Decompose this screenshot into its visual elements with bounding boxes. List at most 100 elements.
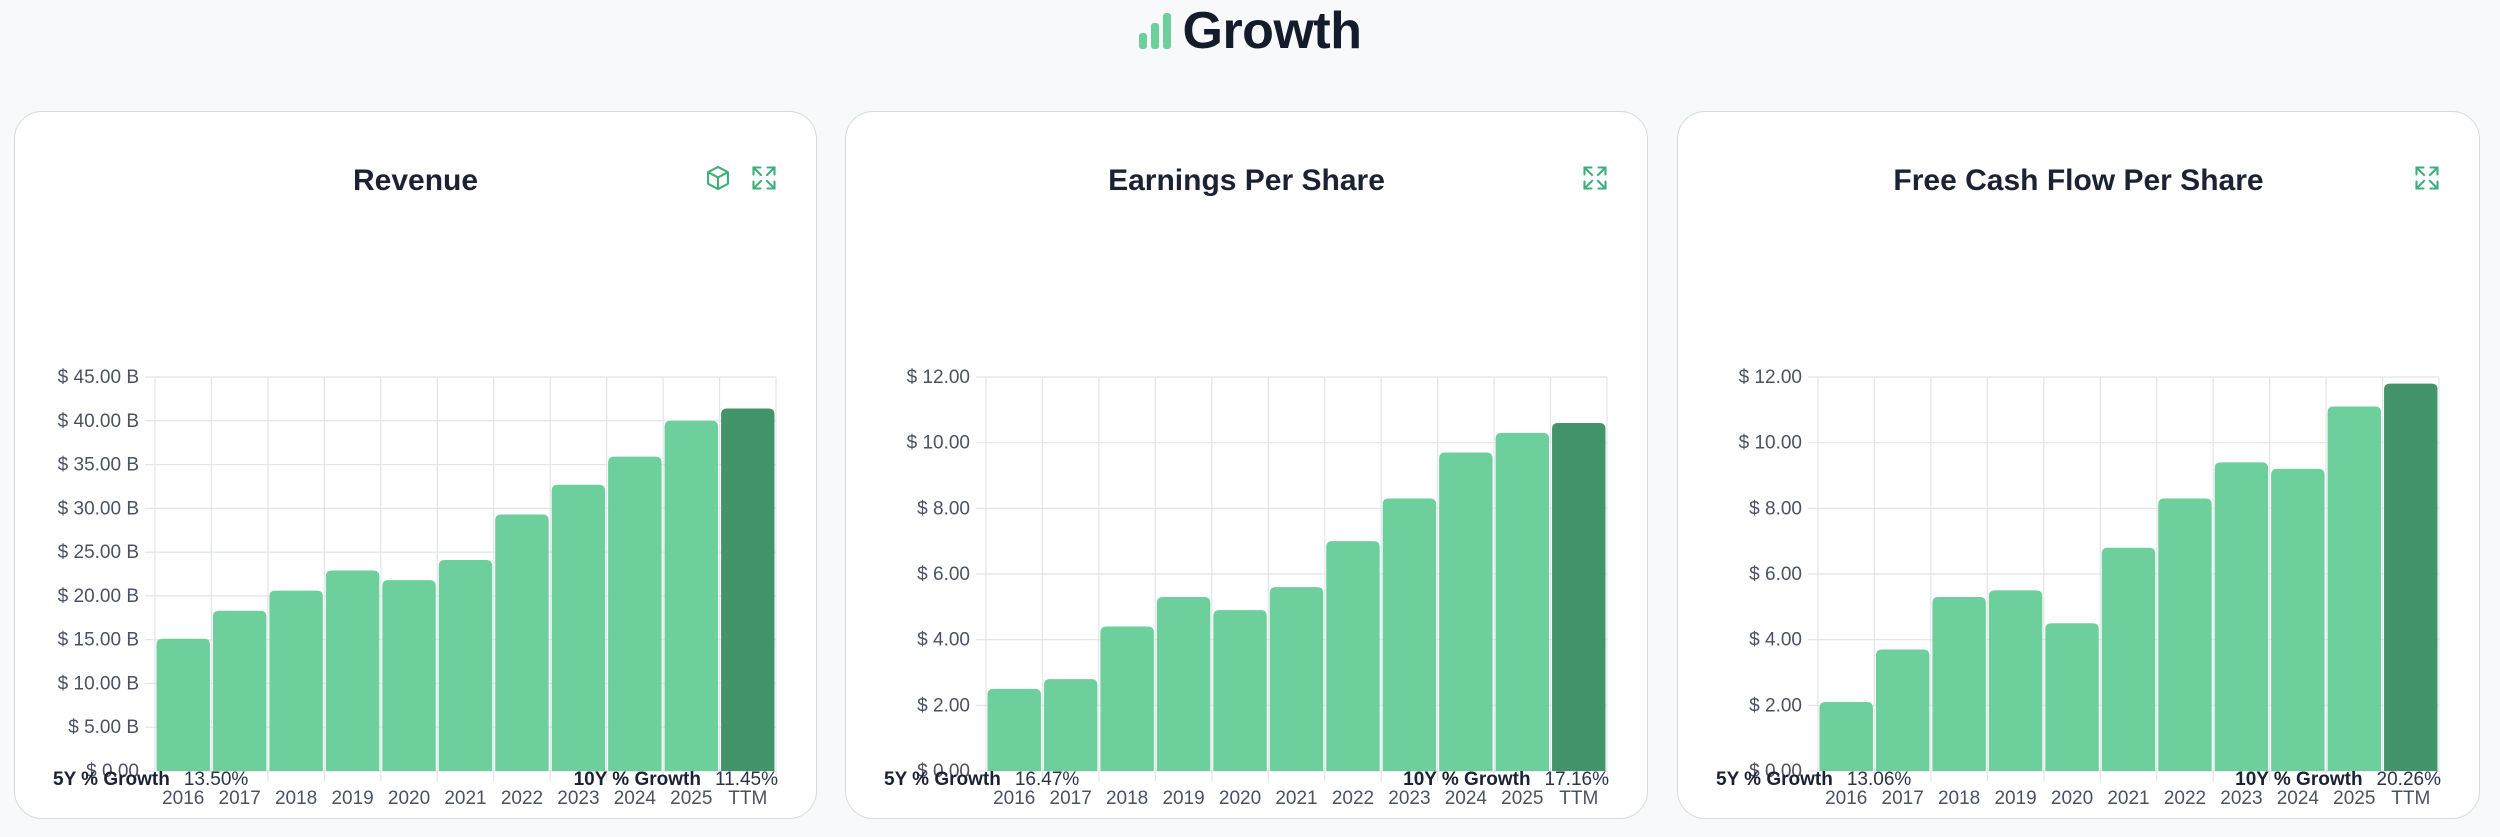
y-tick-label: $ 10.00 (907, 433, 970, 454)
x-tick-label: 2017 (1050, 788, 1092, 809)
bar-2021[interactable] (2101, 547, 2156, 771)
card-title: Earnings Per Share (1108, 164, 1385, 197)
y-tick-label: $ 2.00 (917, 695, 970, 716)
five-year-growth-value: 13.50% (183, 769, 249, 790)
five-year-growth: 5Y % Growth 13.06% (1716, 769, 1911, 791)
x-tick-label: 2025 (2333, 788, 2375, 809)
bar-2019[interactable] (1156, 596, 1211, 771)
bar-2020[interactable] (1213, 610, 1267, 771)
bar-2018[interactable] (1932, 596, 1986, 771)
bar-2023[interactable] (1382, 498, 1437, 771)
revenue-card: Revenue $ 0.00 $ 5.00 B $ 10.00 B $ 15.00 B… (14, 111, 817, 819)
bar-2020[interactable] (382, 580, 436, 771)
bar-2016[interactable] (1819, 702, 1873, 771)
x-tick-label: TTM (728, 788, 767, 809)
bar-2020[interactable] (2045, 623, 2099, 771)
bar-2017[interactable] (1875, 649, 1930, 771)
ten-year-growth: 10Y % Growth 20.26% (2235, 769, 2441, 791)
ten-year-growth-value: 11.45% (714, 769, 778, 790)
ten-year-growth: 10Y % Growth 17.16% (1403, 769, 1609, 791)
ten-year-growth-value: 20.26% (2376, 769, 2441, 790)
five-year-growth-label: 5Y % Growth (884, 769, 1001, 790)
ten-year-growth-label: 10Y % Growth (2235, 769, 2363, 790)
x-tick-label: 2018 (275, 788, 317, 809)
y-tick-label: $ 4.00 (917, 630, 970, 651)
bar-2025[interactable] (664, 420, 719, 771)
card-title: Free Cash Flow Per Share (1893, 164, 2264, 197)
x-tick-label: 2019 (331, 788, 373, 809)
x-tick-label: 2020 (388, 788, 430, 809)
bar-2024[interactable] (2271, 468, 2325, 771)
bar-2017[interactable] (1043, 679, 1098, 771)
cube-icon[interactable] (704, 164, 732, 192)
bar-2019[interactable] (325, 570, 380, 771)
page-header: Growth (0, 0, 2500, 62)
y-tick-label: $ 25.00 B (58, 542, 139, 563)
expand-icon[interactable] (1581, 164, 1609, 192)
eps-chart: $ 0.00 $ 2.00 $ 4.00 $ 6.00 $ 8.00 $ 10.00 $ 1… (907, 367, 1608, 809)
bar-2018[interactable] (1100, 626, 1154, 771)
y-tick-label: $ 35.00 B (58, 455, 139, 476)
y-tick-label: $ 0.00 (917, 761, 970, 782)
bar-2024[interactable] (1439, 452, 1493, 771)
x-tick-label: 2023 (557, 788, 599, 809)
x-tick-label: 2023 (2220, 788, 2262, 809)
five-year-growth-label: 5Y % Growth (1716, 769, 1833, 790)
bar-2023[interactable] (2214, 462, 2269, 771)
x-tick-label: 2020 (1219, 788, 1261, 809)
fcf-card: Free Cash Flow Per Share $ 0.00 $ 2.00 $ 4… (1677, 111, 2480, 819)
eps-card: Earnings Per Share $ 0.00 $ 2.00 $ 4.00 $ 6… (845, 111, 1648, 819)
x-tick-label: 2016 (1825, 788, 1867, 809)
expand-icon[interactable] (750, 164, 778, 192)
y-tick-label: $ 2.00 (1749, 695, 1802, 716)
bar-2025[interactable] (2327, 406, 2382, 771)
ten-year-growth-label: 10Y % Growth (573, 769, 701, 790)
bar-2016[interactable] (987, 688, 1041, 771)
x-tick-label: TTM (1559, 788, 1598, 809)
y-tick-label: $ 45.00 B (58, 367, 139, 388)
bar-2017[interactable] (212, 610, 267, 771)
y-tick-label: $ 8.00 (1749, 498, 1802, 519)
x-tick-label: 2019 (1162, 788, 1204, 809)
bar-ttm[interactable] (721, 408, 775, 771)
expand-icon[interactable] (2413, 164, 2441, 192)
x-tick-label: 2017 (219, 788, 261, 809)
x-tick-label: 2022 (501, 788, 543, 809)
x-tick-label: TTM (2391, 788, 2430, 809)
y-tick-label: $ 15.00 B (58, 630, 139, 651)
bar-2022[interactable] (495, 514, 549, 771)
y-tick-label: $ 6.00 (1749, 564, 1802, 585)
card-title: Revenue (352, 164, 479, 197)
bar-ttm[interactable] (2384, 383, 2438, 771)
bar-2018[interactable] (269, 590, 323, 771)
ten-year-growth: 10Y % Growth 11.45% (574, 769, 778, 791)
five-year-growth-value: 16.47% (1014, 769, 1080, 790)
bar-2022[interactable] (1326, 541, 1380, 771)
bar-2021[interactable] (1269, 587, 1324, 771)
five-year-growth-label: 5Y % Growth (53, 769, 170, 790)
bar-2016[interactable] (156, 638, 210, 771)
bar-ttm[interactable] (1552, 422, 1606, 771)
x-tick-label: 2024 (614, 788, 657, 809)
x-tick-label: 2016 (993, 788, 1035, 809)
x-tick-label: 2021 (1275, 788, 1317, 809)
fcf-chart: $ 0.00 $ 2.00 $ 4.00 $ 6.00 $ 8.00 $ 10.00 $ 1… (1739, 367, 2440, 809)
bar-2021[interactable] (438, 559, 493, 771)
page-title: Growth (1182, 2, 1362, 60)
y-tick-label: $ 40.00 B (58, 411, 139, 432)
y-tick-label: $ 10.00 (1739, 433, 1802, 454)
x-tick-label: 2017 (1882, 788, 1924, 809)
y-tick-label: $ 30.00 B (58, 498, 139, 519)
x-tick-label: 2021 (444, 788, 486, 809)
bar-2022[interactable] (2158, 498, 2212, 771)
y-tick-label: $ 5.00 B (68, 717, 139, 738)
bar-2019[interactable] (1988, 590, 2043, 771)
bar-2024[interactable] (608, 456, 662, 771)
bar-2025[interactable] (1495, 432, 1550, 771)
bar-2023[interactable] (551, 484, 606, 771)
x-tick-label: 2018 (1106, 788, 1148, 809)
y-tick-label: $ 0.00 (1749, 761, 1802, 782)
five-year-growth-value: 13.06% (1846, 769, 1912, 790)
ten-year-growth-label: 10Y % Growth (1403, 769, 1531, 790)
x-tick-label: 2024 (1445, 788, 1488, 809)
